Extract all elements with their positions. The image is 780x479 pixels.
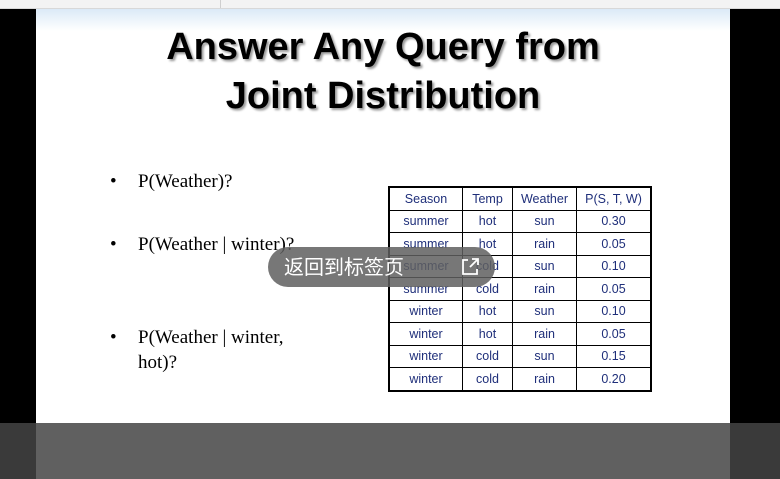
bullet-dot: •: [110, 327, 117, 348]
cell-temp: cold: [462, 367, 513, 391]
cell-temp: hot: [462, 209, 513, 233]
cell-weather: sun: [512, 299, 577, 323]
bullet-text: P(Weather)?: [138, 169, 348, 194]
column-header-temp: Temp: [462, 186, 513, 211]
slide-title-line-1: Answer Any Query from: [166, 26, 600, 68]
bullet-dot: •: [110, 234, 117, 255]
cell-probability: 0.20: [576, 367, 652, 391]
bullet-text: P(Weather | winter)?: [138, 232, 348, 257]
back-to-tab-label: 返回到标签页: [284, 255, 404, 279]
back-to-tab-button[interactable]: 返回到标签页: [268, 247, 495, 287]
slide-title-line-2: Joint Distribution: [225, 75, 541, 117]
cell-temp: hot: [462, 322, 513, 346]
cell-weather: sun: [512, 344, 577, 368]
cell-weather: rain: [512, 367, 577, 391]
bottom-control-bar: [0, 423, 780, 479]
table-row: winter cold rain 0.20: [388, 367, 652, 391]
bullet-text: P(Weather | winter, hot)?: [138, 325, 348, 375]
tab-divider: [220, 0, 221, 8]
column-header-probability: P(S, T, W): [576, 186, 652, 211]
browser-top-strip: [0, 0, 780, 9]
cell-probability: 0.05: [576, 277, 652, 301]
cell-temp: hot: [462, 299, 513, 323]
table-row: winter hot sun 0.10: [388, 299, 652, 323]
cell-probability: 0.05: [576, 322, 652, 346]
cell-weather: rain: [512, 232, 577, 256]
cell-probability: 0.05: [576, 232, 652, 256]
cell-probability: 0.30: [576, 209, 652, 233]
table-row: winter hot rain 0.05: [388, 322, 652, 346]
cell-season: winter: [388, 344, 463, 368]
cell-probability: 0.10: [576, 299, 652, 323]
cell-weather: sun: [512, 209, 577, 233]
bullet-text-line-1: P(Weather | winter)?: [138, 234, 295, 255]
table-row: winter cold sun 0.15: [388, 344, 652, 368]
slide-title: Answer Any Query from Joint Distribution: [36, 23, 730, 121]
external-link-icon: [462, 258, 479, 275]
cell-weather: sun: [512, 254, 577, 278]
bottom-control-bar-inner: [36, 423, 730, 479]
cell-probability: 0.15: [576, 344, 652, 368]
bullet-text-line-2: hot)?: [138, 352, 178, 373]
cell-probability: 0.10: [576, 254, 652, 278]
cell-temp: cold: [462, 344, 513, 368]
cell-weather: rain: [512, 322, 577, 346]
cell-season: summer: [388, 209, 463, 233]
column-header-season: Season: [388, 186, 463, 211]
cell-season: winter: [388, 322, 463, 346]
bullet-dot: •: [110, 171, 117, 192]
bullet-text-line-1: P(Weather | winter,: [138, 327, 284, 348]
cell-season: winter: [388, 367, 463, 391]
column-header-weather: Weather: [512, 186, 577, 211]
table-header-row: Season Temp Weather P(S, T, W): [388, 186, 652, 211]
joint-distribution-table: Season Temp Weather P(S, T, W) summer ho…: [388, 186, 652, 392]
cell-season: winter: [388, 299, 463, 323]
table-row: summer hot sun 0.30: [388, 209, 652, 233]
presentation-slide: Answer Any Query from Joint Distribution…: [36, 9, 730, 423]
bullet-text-line-1: P(Weather)?: [138, 171, 233, 192]
cell-weather: rain: [512, 277, 577, 301]
